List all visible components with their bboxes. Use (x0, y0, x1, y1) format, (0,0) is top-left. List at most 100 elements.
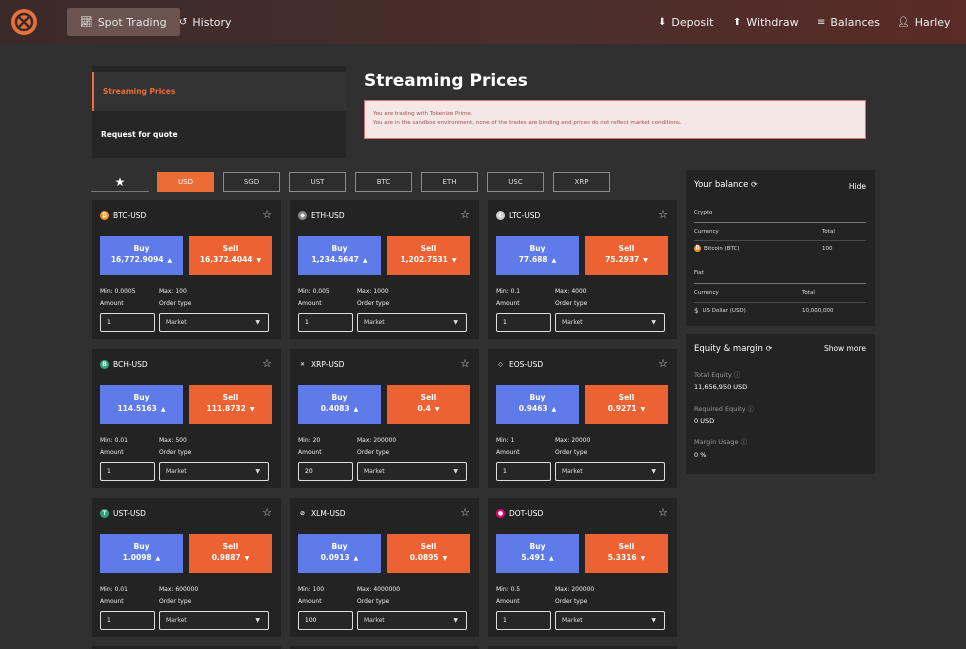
tab-favorites[interactable]: ★ (91, 172, 149, 192)
sell-price: 0.9887 (211, 553, 241, 562)
star-outline-icon[interactable]: ☆ (460, 506, 470, 519)
nav-spot-trading[interactable]: 📈︎ Spot Trading (67, 8, 180, 36)
buy-button[interactable]: Buy 5.491 ▲ (496, 534, 579, 573)
order-type-select[interactable]: Market ▼ (357, 313, 467, 332)
order-type-select[interactable]: Market ▼ (159, 313, 269, 332)
sell-button[interactable]: Sell 0.9887 ▼ (189, 534, 272, 573)
sidebar-item-streaming-prices[interactable]: Streaming Prices (92, 72, 346, 111)
required-equity-label-text: Required Equity (694, 405, 746, 413)
order-type-select[interactable]: Market ▼ (159, 611, 269, 630)
buy-label: Buy (529, 542, 546, 551)
amount-input[interactable]: 1 (100, 462, 155, 481)
order-type-label: Order type (159, 449, 192, 456)
balance-title: Your balance ⟳ (694, 180, 758, 190)
arrow-circle-up-icon: ⬆ (733, 16, 742, 28)
divider (694, 240, 866, 241)
sell-button[interactable]: Sell 0.9271 ▼ (585, 385, 668, 424)
amount-input[interactable]: 1 (100, 313, 155, 332)
order-type-select[interactable]: Market ▼ (159, 462, 269, 481)
buy-button[interactable]: Buy 114.5163 ▲ (100, 385, 183, 424)
refresh-icon[interactable]: ⟳ (765, 344, 773, 353)
nav-withdraw-label: Withdraw (746, 15, 799, 29)
star-outline-icon[interactable]: ☆ (658, 506, 668, 519)
refresh-icon[interactable]: ⟳ (751, 180, 758, 189)
order-type-select[interactable]: Market ▼ (555, 313, 665, 332)
star-outline-icon[interactable]: ☆ (262, 357, 272, 370)
tab-usc[interactable]: USC (487, 172, 544, 192)
order-type-select[interactable]: Market ▼ (555, 611, 665, 630)
nav-user[interactable]: 👤︎ Harley (884, 8, 964, 36)
nav-balances[interactable]: ≡ Balances (804, 8, 893, 36)
sell-button[interactable]: Sell 5.3316 ▼ (585, 534, 668, 573)
bitcoin-icon: ₿ (100, 211, 109, 220)
sell-button[interactable]: Sell 0.4 ▼ (387, 385, 470, 424)
sell-button[interactable]: Sell 75.2937 ▼ (585, 236, 668, 275)
hide-balance-button[interactable]: Hide (848, 182, 866, 191)
order-type-select[interactable]: Market ▼ (357, 462, 467, 481)
tab-sgd[interactable]: SGD (223, 172, 280, 192)
amount-input[interactable]: 1 (100, 611, 155, 630)
fiat-row-total: 10,000,000 (802, 308, 834, 314)
star-outline-icon[interactable]: ☆ (262, 208, 272, 221)
buy-button[interactable]: Buy 0.0913 ▲ (298, 534, 381, 573)
caret-up-icon: ▲ (353, 406, 359, 413)
tab-btc[interactable]: BTC (355, 172, 412, 192)
sell-button[interactable]: Sell 0.0895 ▼ (387, 534, 470, 573)
info-icon[interactable]: ⓘ (740, 438, 748, 446)
nav-user-label: Harley (914, 15, 951, 29)
sell-label: Sell (222, 393, 239, 402)
sell-button[interactable]: Sell 111.8732 ▼ (189, 385, 272, 424)
tokenize-logo-icon[interactable] (11, 9, 37, 35)
show-more-button[interactable]: Show more (823, 344, 866, 353)
buy-button[interactable]: Buy 77.688 ▲ (496, 236, 579, 275)
nav-history[interactable]: ↺ History (166, 8, 245, 36)
amount-input[interactable]: 100 (298, 611, 353, 630)
tab-ust[interactable]: UST (289, 172, 346, 192)
sell-button[interactable]: Sell 1,202.7531 ▼ (387, 236, 470, 275)
order-type-select[interactable]: Market ▼ (555, 462, 665, 481)
amount-input[interactable]: 1 (496, 462, 551, 481)
amount-input[interactable]: 1 (496, 313, 551, 332)
buy-label: Buy (529, 393, 546, 402)
min-limit: Min: 20 (298, 437, 321, 444)
pair-header: ● DOT-USD (496, 509, 543, 518)
pair-symbol: BTC-USD (113, 211, 147, 220)
sell-label: Sell (420, 542, 437, 551)
buy-button[interactable]: Buy 0.4083 ▲ (298, 385, 381, 424)
star-outline-icon[interactable]: ☆ (460, 208, 470, 221)
star-outline-icon[interactable]: ☆ (262, 506, 272, 519)
sell-label: Sell (222, 244, 239, 253)
nav-history-label: History (192, 15, 232, 29)
amount-input[interactable]: 1 (496, 611, 551, 630)
nav-deposit[interactable]: ⬇ Deposit (645, 8, 726, 36)
pair-symbol: ETH-USD (311, 211, 345, 220)
order-type-select[interactable]: Market ▼ (357, 611, 467, 630)
sidebar-item-request-for-quote[interactable]: Request for quote (92, 111, 346, 157)
amount-input[interactable]: 1 (298, 313, 353, 332)
tab-xrp[interactable]: XRP (553, 172, 610, 192)
pair-symbol: DOT-USD (509, 509, 544, 518)
pair-header: ₿ BTC-USD (100, 211, 146, 220)
nav-spot-trading-label: Spot Trading (97, 15, 167, 29)
star-outline-icon[interactable]: ☆ (460, 357, 470, 370)
tab-eth[interactable]: ETH (421, 172, 478, 192)
buy-button[interactable]: Buy 0.9463 ▲ (496, 385, 579, 424)
buy-button[interactable]: Buy 16,772.9094 ▲ (100, 236, 183, 275)
star-outline-icon[interactable]: ☆ (658, 208, 668, 221)
amount-label: Amount (298, 449, 322, 456)
card-peek (290, 646, 479, 649)
sell-button[interactable]: Sell 16,372.4044 ▼ (189, 236, 272, 275)
amount-label: Amount (496, 300, 520, 307)
info-icon[interactable]: ⓘ (733, 371, 741, 379)
amount-input[interactable]: 20 (298, 462, 353, 481)
caret-up-icon: ▲ (551, 406, 557, 413)
margin-usage-value: 0 % (694, 451, 707, 459)
buy-button[interactable]: Buy 1,234.5647 ▲ (298, 236, 381, 275)
info-icon[interactable]: ⓘ (747, 405, 755, 413)
nav-withdraw[interactable]: ⬆ Withdraw (720, 8, 812, 36)
tab-usd[interactable]: USD (157, 172, 214, 192)
buy-button[interactable]: Buy 1.0098 ▲ (100, 534, 183, 573)
star-outline-icon[interactable]: ☆ (658, 357, 668, 370)
pair-card-xlm-usd: ⊘ XLM-USD ☆ Buy 0.0913 ▲ Sell 0.0895 ▼ Min: 100 Ma… (290, 498, 479, 637)
tether-icon: T (100, 509, 109, 518)
